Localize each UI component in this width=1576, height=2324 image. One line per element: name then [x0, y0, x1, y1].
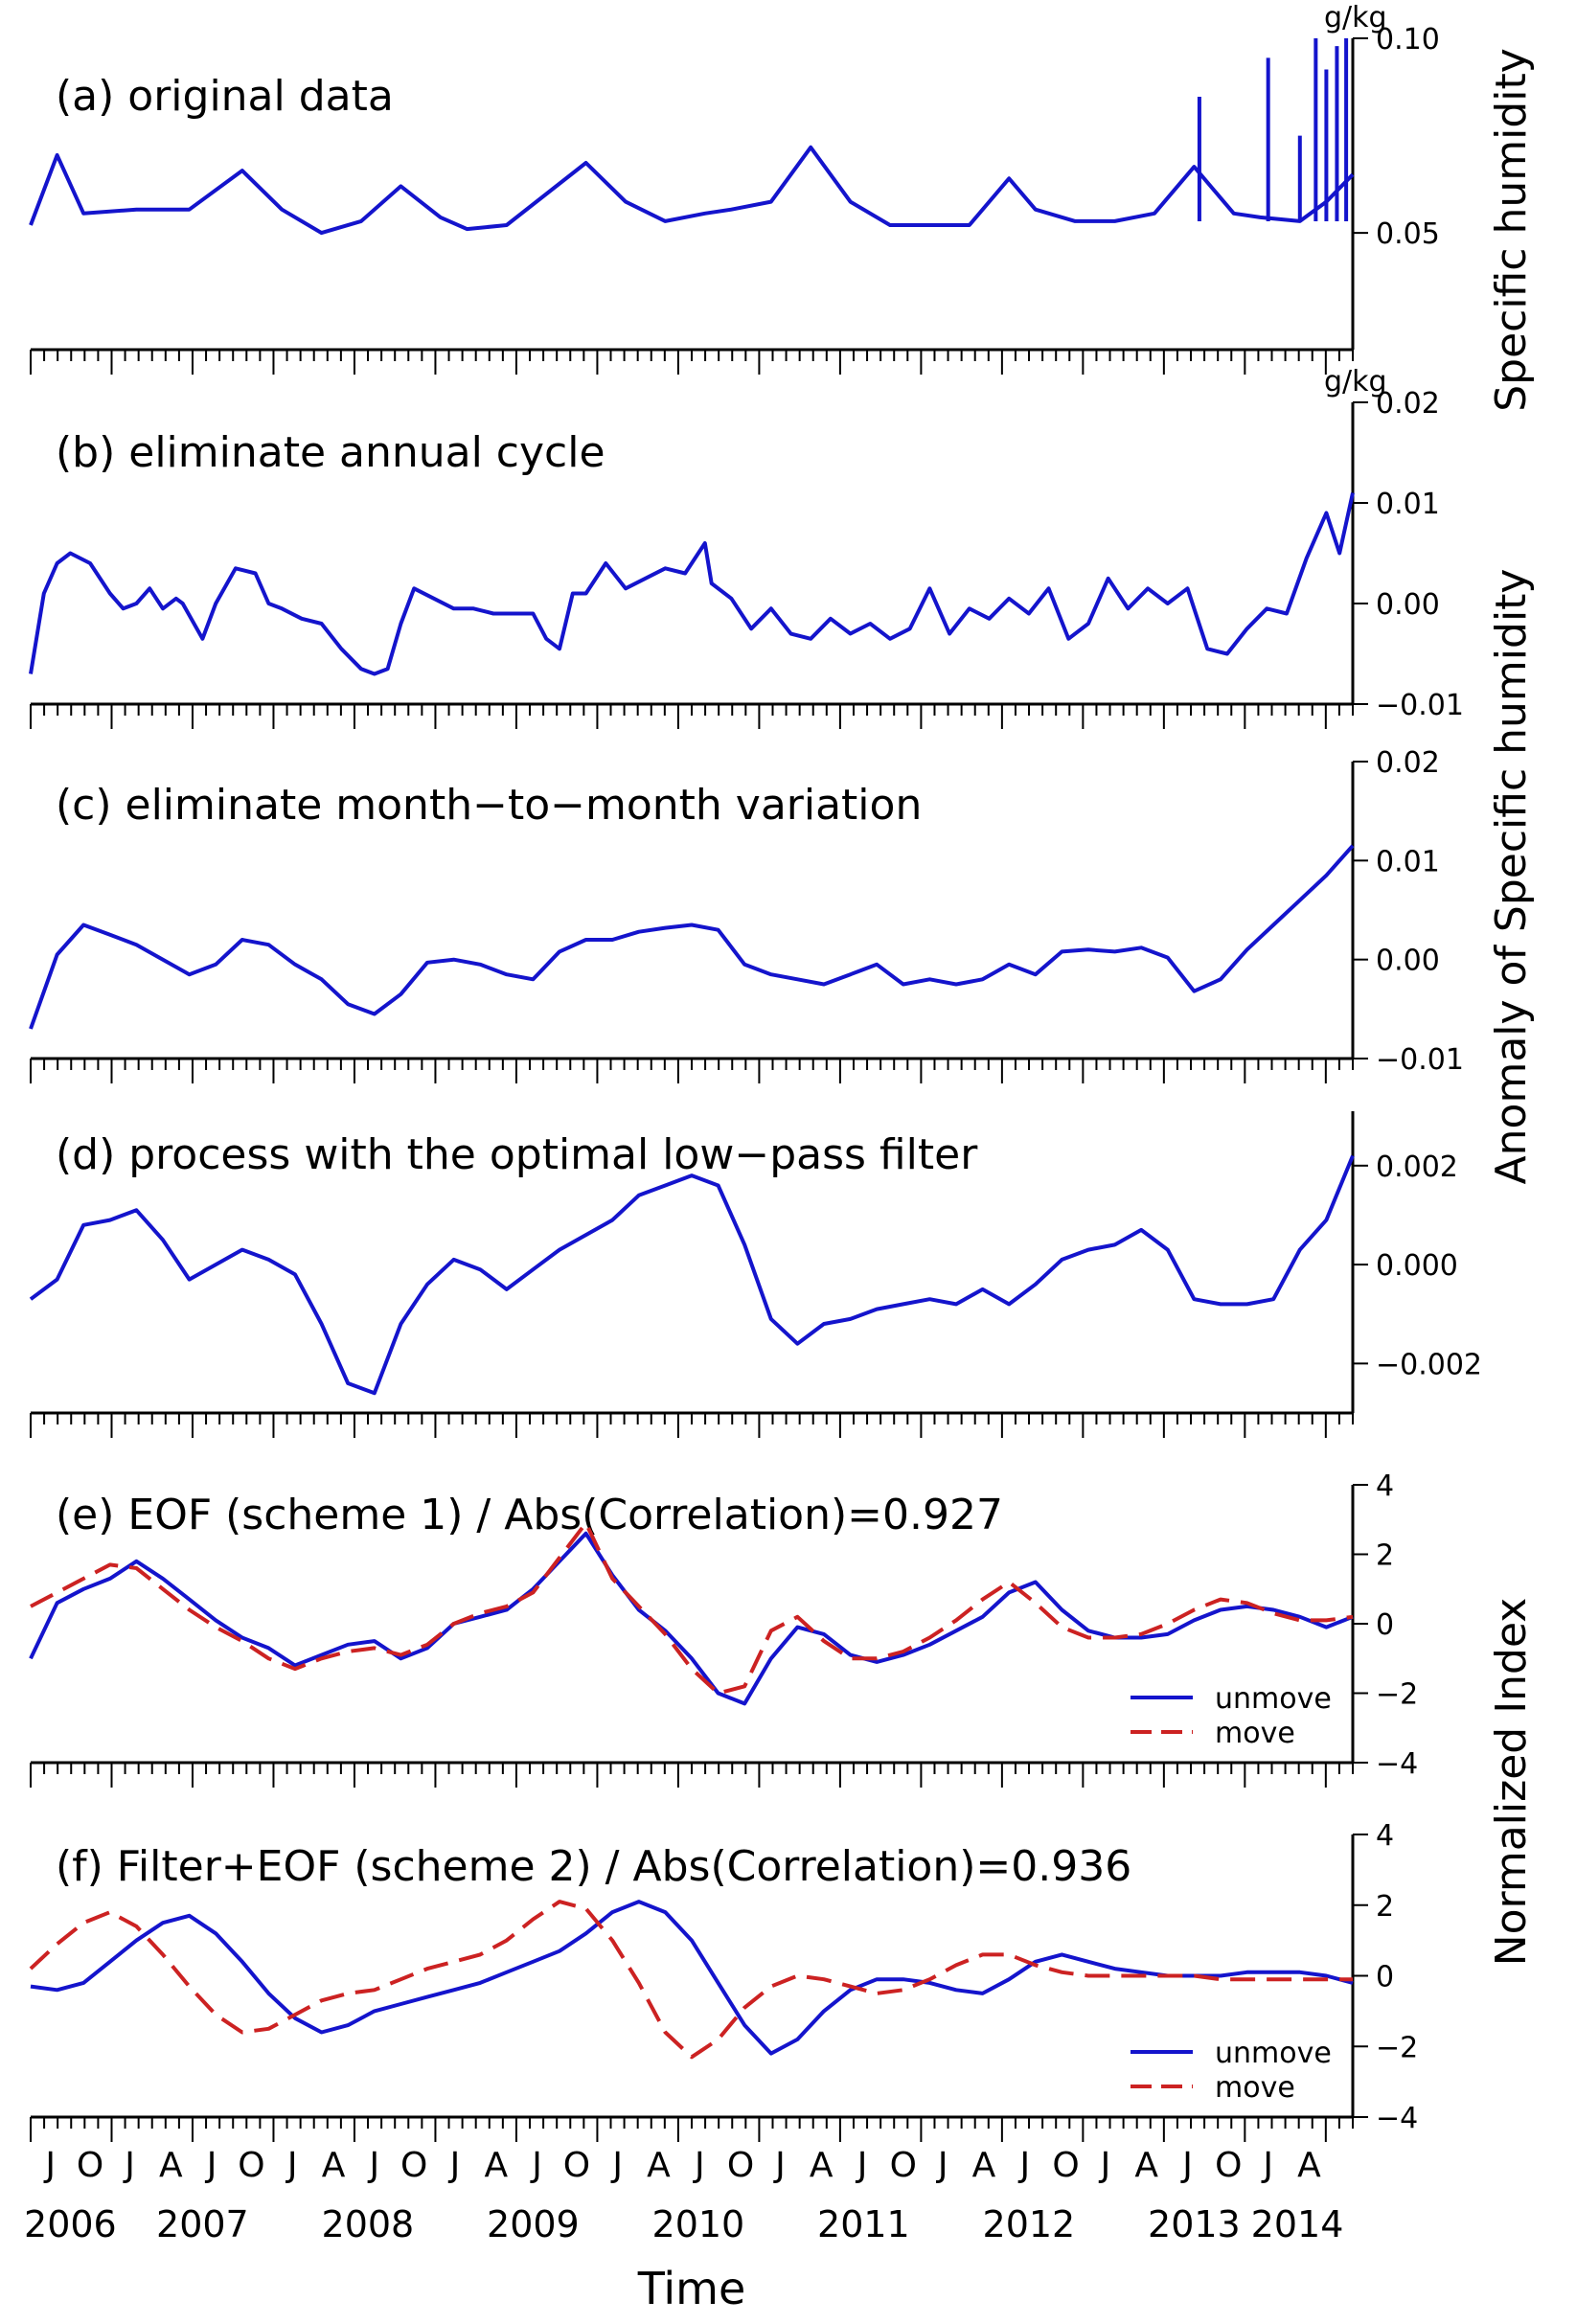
y-label-normalized-index: Normalized Index [1487, 1598, 1536, 1967]
x-year-label: 2006 [24, 2203, 117, 2245]
series-line-unmove [30, 1900, 1354, 2056]
x-month-label: A [1297, 2146, 1321, 2185]
panel-title: (c) eliminate month−to−month variation [56, 781, 922, 830]
y-tick-label: 4 [1376, 1819, 1394, 1853]
y-label-anomaly: Anomaly of Specific humidity [1487, 569, 1536, 1185]
x-year-label: 2011 [817, 2203, 910, 2245]
legend-label-unmove: unmove [1215, 1682, 1332, 1716]
panel-e: −4 −2 0 2 4 (e) EOF (scheme 1) / Abs(Correlat… [29, 1470, 1418, 1788]
x-month-label: A [972, 2146, 996, 2185]
legend-label-move: move [1215, 1717, 1295, 1750]
y-tick-label: −4 [1376, 1747, 1418, 1781]
y-tick-label: 0.02 [1376, 387, 1440, 421]
y-tick-label: −0.01 [1376, 1043, 1464, 1077]
y-tick-label: −4 [1376, 2102, 1418, 2135]
x-year-label: 2008 [322, 2203, 415, 2245]
y-tick-label: 0 [1376, 1961, 1394, 1994]
x-month-label: J [1099, 2146, 1111, 2185]
series-line-smoothed [29, 844, 1355, 1030]
x-year-label: 2014 [1251, 2203, 1344, 2245]
unit-label: g/kg [1324, 1, 1387, 34]
x-month-label: A [484, 2146, 508, 2185]
x-month-label: J [448, 2146, 461, 2185]
x-month-label: O [890, 2146, 917, 2185]
panel-title: (e) EOF (scheme 1) / Abs(Correlation)=0.… [56, 1491, 1003, 1539]
series-line-low-pass [29, 1154, 1355, 1396]
x-month-label: A [322, 2146, 346, 2185]
x-month-label: J [205, 2146, 217, 2185]
y-tick-label: 0.05 [1376, 217, 1440, 251]
x-month-label: J [123, 2146, 135, 2185]
y-tick-label: 2 [1376, 1890, 1394, 1924]
x-month-label: O [400, 2146, 427, 2185]
panel-c: −0.01 0.00 0.01 0.02 (c) eliminate month−to−… [29, 746, 1464, 1083]
panel-f: −4 −2 0 2 4 (f) Filter+EOF (scheme 2) / Abs(C… [29, 1819, 1418, 2142]
x-month-label: J [693, 2146, 705, 2185]
legend-label-move: move [1215, 2071, 1295, 2105]
x-month-label: J [610, 2146, 623, 2185]
y-tick-label: 0.002 [1376, 1151, 1458, 1184]
series-line-unmove [29, 1531, 1354, 1706]
y-tick-label: −0.002 [1376, 1348, 1482, 1381]
x-month-label: J [530, 2146, 542, 2185]
x-month-label: J [1180, 2146, 1193, 2185]
y-tick-label: 0.000 [1376, 1249, 1458, 1283]
x-month-label: J [1261, 2146, 1273, 2185]
y-tick-label: 2 [1376, 1539, 1394, 1573]
panel-d: −0.002 0.000 0.002 (d) process with the opt… [29, 1111, 1482, 1438]
y-tick-label: 0.00 [1376, 588, 1440, 622]
y-tick-label: −2 [1376, 1678, 1418, 1712]
series-line-move [29, 1900, 1353, 2060]
series-line-anomaly [29, 492, 1355, 676]
panel-a: 0.05 0.10g/kg (a) original data [29, 1, 1440, 375]
panel-title: (b) eliminate annual cycle [56, 428, 605, 477]
y-tick-label: −2 [1376, 2031, 1418, 2064]
y-tick-label: 0.01 [1376, 488, 1440, 521]
x-month-label: A [159, 2146, 183, 2185]
y-tick-label: 0 [1376, 1608, 1394, 1642]
panel-title: (d) process with the optimal low−pass fi… [56, 1130, 978, 1179]
y-label-specific-humidity: Specific humidity [1487, 48, 1536, 412]
y-tick-label: 0.01 [1376, 845, 1440, 878]
panels: 0.050.10g/kg(a) original data−0.010.000.… [29, 1, 1482, 2142]
panel-title: (a) original data [56, 72, 394, 121]
y-tick-label: 0.00 [1376, 945, 1440, 978]
series-line-move [30, 1520, 1354, 1696]
x-year-label: 2009 [487, 2203, 580, 2245]
x-month-label: O [727, 2146, 754, 2185]
y-tick-label: −0.01 [1376, 689, 1464, 722]
panel-title: (f) Filter+EOF (scheme 2) / Abs(Correlat… [56, 1842, 1131, 1891]
x-year-label: 2013 [1148, 2203, 1241, 2245]
x-year-label: 2010 [652, 2203, 745, 2245]
x-month-label: J [773, 2146, 786, 2185]
x-month-label: J [367, 2146, 379, 2185]
y-tick-label: 4 [1376, 1470, 1394, 1503]
x-month-label: A [810, 2146, 834, 2185]
x-month-label: J [856, 2146, 868, 2185]
legend-label-unmove: unmove [1215, 2037, 1332, 2070]
x-month-label: O [563, 2146, 590, 2185]
x-axis-title: Time [637, 2263, 746, 2314]
x-month-label: O [77, 2146, 103, 2185]
y-tick-label: 0.02 [1376, 746, 1440, 780]
unit-label: g/kg [1324, 365, 1387, 399]
x-month-label: O [238, 2146, 264, 2185]
x-month-label: J [1017, 2146, 1030, 2185]
x-month-label: A [1134, 2146, 1158, 2185]
panel-b: −0.01 0.00 0.01 0.02g/kg (b) eliminate annua… [29, 365, 1464, 729]
x-month-label: O [1052, 2146, 1079, 2185]
y-tick-label: 0.10 [1376, 23, 1440, 57]
x-month-label: J [286, 2146, 298, 2185]
x-month-label: J [936, 2146, 948, 2185]
x-month-label: A [647, 2146, 671, 2185]
x-year-label: 2007 [156, 2203, 249, 2245]
series-line-original [29, 145, 1355, 236]
x-year-label: 2012 [983, 2203, 1076, 2245]
x-month-label: O [1215, 2146, 1242, 2185]
x-month-label: J [43, 2146, 56, 2185]
